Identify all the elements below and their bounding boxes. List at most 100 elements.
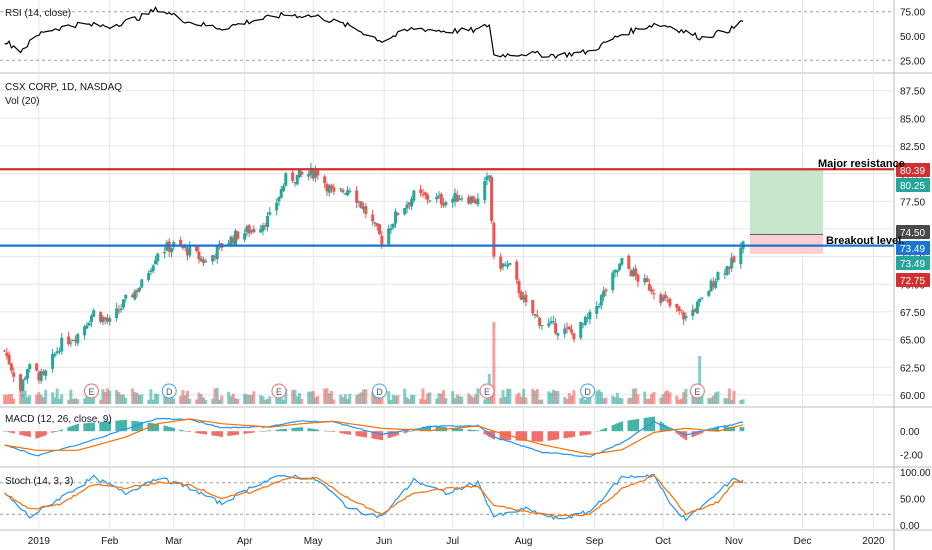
candle-body <box>659 294 663 303</box>
candle-body <box>412 190 416 201</box>
macd-histogram-bar <box>76 423 79 432</box>
volume-bar <box>211 398 215 404</box>
macd-histogram-bar <box>167 426 171 432</box>
macd-histogram-bar <box>403 431 406 434</box>
candle-body <box>60 337 64 352</box>
macd-histogram-bar <box>579 431 582 436</box>
candle-body <box>309 167 313 175</box>
macd-histogram-bar <box>234 431 237 436</box>
macd-histogram-bar <box>469 429 473 432</box>
candle-body <box>652 293 656 295</box>
macd-histogram-bar <box>172 427 175 432</box>
macd-histogram-bar <box>453 428 457 432</box>
macd-histogram-bar <box>563 431 566 439</box>
candle-body <box>277 197 281 202</box>
macd-histogram-bar <box>245 431 249 434</box>
time-tick-label: Feb <box>101 536 119 547</box>
candle-body <box>387 228 391 245</box>
volume-bar <box>316 395 320 404</box>
volume-bar <box>444 397 448 404</box>
stoch-tick-label: 50.00 <box>900 495 925 506</box>
volume-bar <box>282 399 286 404</box>
price-badge <box>896 256 930 270</box>
stoch-d-line <box>4 474 744 518</box>
candle-body <box>597 305 601 308</box>
macd-histogram-bar <box>87 422 91 432</box>
macd-histogram-bar <box>19 431 22 435</box>
macd-pane <box>3 416 745 458</box>
macd-histogram-bar <box>69 426 73 432</box>
volume-bar <box>636 394 640 404</box>
volume-bar <box>199 394 203 404</box>
macd-histogram-bar <box>636 419 640 432</box>
volume-bar <box>483 399 487 404</box>
volume-bar <box>371 391 375 404</box>
macd-histogram-bar <box>684 431 688 441</box>
candle-body <box>469 196 473 204</box>
macd-histogram-bar <box>23 431 27 436</box>
macd-histogram-bar <box>627 420 630 432</box>
candle-body <box>92 310 96 317</box>
volume-bar <box>163 395 167 404</box>
macd-histogram-bar <box>675 431 678 434</box>
volume-bar <box>741 399 745 404</box>
candle-body <box>453 192 457 202</box>
candle-body <box>217 243 221 245</box>
volume-bar <box>668 392 672 404</box>
macd-histogram-bar <box>101 421 105 432</box>
volume-bar <box>652 392 656 404</box>
volume-bar <box>330 390 334 404</box>
macd-histogram-bar <box>138 421 141 432</box>
volume-bar <box>355 395 359 404</box>
candle-body <box>531 299 535 314</box>
volume-bar <box>439 393 443 404</box>
volume-bar <box>485 395 489 404</box>
volume-bar <box>156 394 160 404</box>
macd-histogram-bar <box>504 431 507 440</box>
event-marker-label: D <box>166 387 173 397</box>
macd-histogram-bar <box>71 425 75 432</box>
macd-histogram-bar <box>476 430 480 432</box>
time-tick-label: 2019 <box>28 536 51 547</box>
macd-histogram-bar <box>394 431 397 436</box>
candle-body <box>284 173 288 186</box>
macd-histogram-bar <box>314 429 317 432</box>
candle-body <box>378 224 382 235</box>
macd-histogram-bar <box>195 431 198 434</box>
macd-histogram-bar <box>533 431 537 442</box>
volume-bar <box>453 397 457 404</box>
macd-histogram-bar <box>362 431 365 438</box>
macd-histogram-bar <box>151 423 155 432</box>
volume-bar <box>9 394 13 404</box>
volume-bar <box>684 388 688 404</box>
candle-body <box>247 225 251 234</box>
event-marker-label: E <box>484 387 490 397</box>
macd-histogram-bar <box>83 423 86 432</box>
volume-bar <box>524 397 528 404</box>
volume-bar <box>243 393 247 404</box>
volume-bar <box>25 397 29 404</box>
candle-body <box>357 201 361 203</box>
candle-body <box>556 333 560 336</box>
macd-histogram-bar <box>492 431 496 440</box>
volume-bar <box>266 398 270 404</box>
candle-body <box>540 324 544 326</box>
candle-body <box>435 196 439 200</box>
candle-body <box>405 204 409 209</box>
macd-histogram-bar <box>540 431 544 442</box>
macd-histogram-bar <box>659 421 662 432</box>
macd-histogram-bar <box>428 425 432 432</box>
volume-bar <box>201 397 205 404</box>
volume-bar <box>28 395 32 404</box>
candle-body <box>423 192 427 196</box>
macd-histogram-bar <box>154 423 157 432</box>
volume-bar <box>615 392 619 404</box>
macd-histogram-bar <box>421 427 425 432</box>
candle-body <box>330 185 334 189</box>
candle-body <box>524 294 528 303</box>
candle-body <box>595 306 599 314</box>
candle-body <box>231 237 235 244</box>
candle-body <box>634 268 638 276</box>
